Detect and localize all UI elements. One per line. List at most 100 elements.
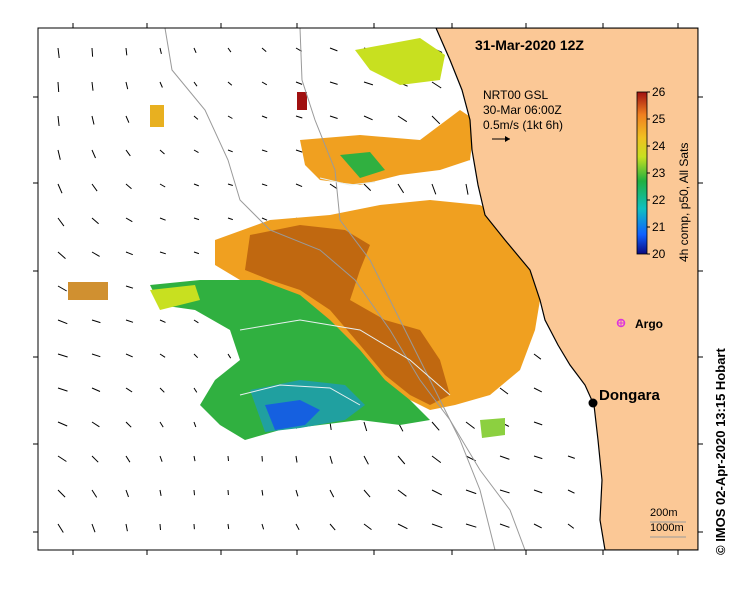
- current-vector-arrow: [295, 455, 298, 463]
- isobath-1000m: [299, 28, 496, 550]
- current-vector-arrow: [193, 251, 200, 255]
- dongara-marker: Dongara: [588, 387, 661, 408]
- current-vector-arrow: [363, 421, 368, 432]
- current-vector-arrow: [125, 319, 134, 323]
- current-vector-arrow: [533, 353, 542, 360]
- current-vector-arrow: [125, 421, 132, 428]
- current-vector-arrow: [159, 353, 166, 358]
- current-vector-arrow: [431, 523, 443, 529]
- current-vector-arrow: [193, 353, 199, 359]
- current-vector-arrow: [465, 421, 475, 429]
- sst-south-patch: [480, 418, 505, 438]
- current-vector-arrow: [295, 81, 303, 85]
- current-vector-arrow: [465, 183, 469, 195]
- current-vector-arrow: [397, 455, 406, 465]
- current-vector-arrow: [397, 523, 408, 530]
- current-vector-arrow: [57, 387, 68, 392]
- dongara-label: Dongara: [599, 387, 661, 404]
- depth-legend-1000m: 1000m: [650, 522, 684, 534]
- sst-north-cool: [340, 152, 385, 178]
- current-vector-arrow: [363, 489, 371, 498]
- current-vector-arrow: [91, 421, 100, 428]
- current-vector-arrow: [125, 489, 129, 498]
- current-vector-arrow: [261, 47, 267, 52]
- current-vector-arrow: [159, 183, 166, 188]
- current-vector-arrow: [397, 115, 408, 123]
- current-vector-arrow: [57, 523, 64, 533]
- current-vector-arrow: [567, 523, 575, 529]
- current-vector-arrow: [91, 47, 94, 57]
- colorbar-tick: 20: [652, 247, 666, 261]
- current-vector-arrow: [227, 353, 232, 359]
- colorbar-tick: 21: [652, 220, 666, 234]
- colorbar: 26 25 24 23 22 21 20 4h comp, p50, All S…: [636, 85, 691, 262]
- current-vector-arrow: [159, 387, 165, 393]
- land-mass: [435, 28, 698, 550]
- current-vector-arrow: [125, 115, 130, 123]
- current-vector-arrow: [533, 421, 543, 426]
- current-vector-arrow: [329, 489, 335, 498]
- current-vector-arrow: [363, 523, 372, 531]
- colorbar-tick: 23: [652, 166, 666, 180]
- current-vector-arrow: [159, 81, 163, 88]
- current-vector-arrow: [159, 489, 162, 496]
- current-vector-arrow: [193, 149, 199, 154]
- current-vector-arrow: [329, 47, 338, 52]
- current-vector-arrow: [159, 251, 166, 255]
- current-vector-arrow: [533, 523, 542, 529]
- current-vector-arrow: [125, 81, 129, 90]
- current-vector-arrow: [91, 523, 96, 533]
- current-vector-arrow: [57, 47, 60, 59]
- current-vector-arrow: [57, 217, 65, 227]
- current-note-time: 30-Mar 06:00Z: [483, 103, 562, 117]
- current-vector-arrow: [397, 183, 405, 194]
- current-vector-arrow: [193, 115, 199, 120]
- current-vector-arrow: [125, 149, 131, 157]
- current-vector-arrow: [465, 523, 477, 528]
- current-vector-arrow: [193, 489, 195, 496]
- current-vector-arrow: [295, 115, 303, 119]
- current-vector-arrow: [125, 353, 133, 358]
- current-vector-arrow: [431, 115, 441, 125]
- current-vector-arrow: [261, 523, 265, 530]
- current-vector-arrow: [91, 455, 99, 463]
- current-vector-arrow: [465, 489, 477, 495]
- sst-field: [68, 38, 540, 440]
- current-vector-arrow: [193, 421, 197, 428]
- current-vector-arrow: [91, 251, 100, 257]
- current-vector-arrow: [159, 149, 165, 155]
- current-vector-arrow: [91, 387, 101, 392]
- current-vector-arrow: [91, 183, 98, 192]
- current-vector-arrow: [193, 455, 196, 462]
- current-vector-arrow: [57, 251, 66, 259]
- current-vector-arrow: [227, 217, 233, 221]
- colorbar-label: 4h comp, p50, All Sats: [677, 143, 691, 262]
- colorbar-tick: 25: [652, 112, 666, 126]
- current-vector-arrow: [125, 387, 133, 393]
- current-vector-arrow: [57, 319, 68, 325]
- current-vector-arrow: [295, 183, 303, 188]
- current-vector-arrow: [159, 319, 166, 323]
- current-vector-arrow: [363, 183, 372, 191]
- colorbar-tick: 24: [652, 139, 666, 153]
- depth-legend-200m: 200m: [650, 507, 678, 519]
- current-vector-arrow: [431, 489, 443, 496]
- current-note-scale: 0.5m/s (1kt 6h): [483, 118, 563, 132]
- current-vector-arrow: [227, 183, 233, 186]
- current-vector-arrow: [499, 387, 509, 395]
- current-vector-arrow: [329, 183, 337, 189]
- sst-top-patch: [355, 38, 445, 85]
- current-note-source: NRT00 GSL: [483, 88, 548, 102]
- current-vector-arrow: [261, 81, 268, 86]
- current-vector-arrow: [295, 523, 300, 531]
- current-vector-arrow: [295, 149, 303, 153]
- current-vector-arrow: [431, 455, 442, 464]
- current-vector-arrow: [227, 115, 233, 119]
- current-vector-arrow: [91, 81, 94, 91]
- current-vector-arrow: [159, 523, 161, 531]
- current-vector-arrow: [533, 387, 543, 393]
- current-vector-arrow: [329, 115, 338, 119]
- current-vector-arrow: [57, 421, 68, 427]
- colorbar-tick: 26: [652, 85, 666, 99]
